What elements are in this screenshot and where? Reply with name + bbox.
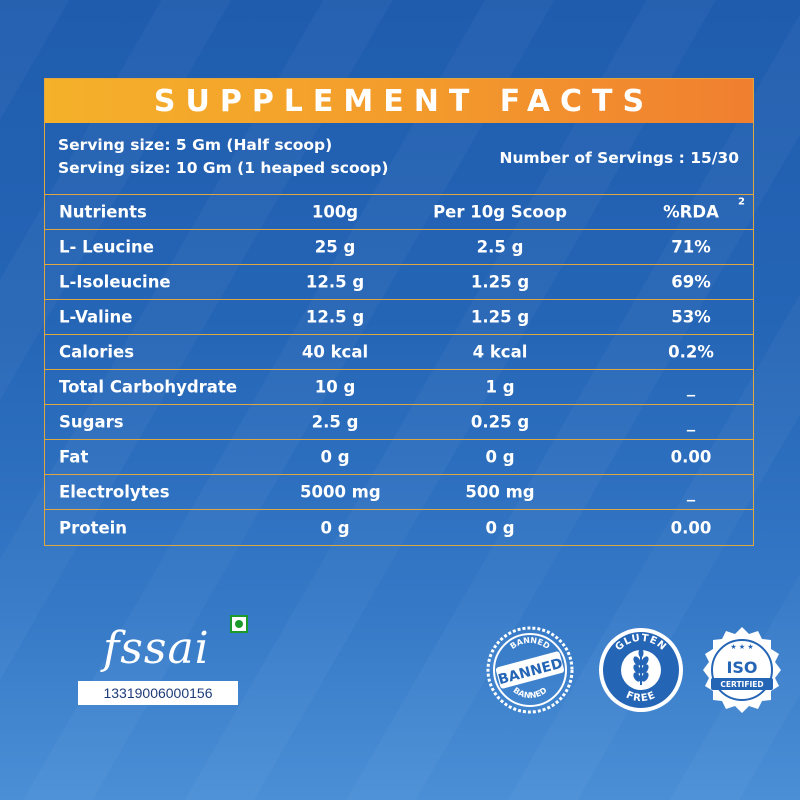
table-row: Fat 0 g 0 g 0.00 (45, 440, 753, 475)
header-rda-label: %RDA (663, 202, 719, 222)
value-100g: 40 kcal (301, 342, 369, 362)
table-row: Sugars 2.5 g 0.25 g _ (45, 405, 753, 440)
header-rda: %RDA 2 (655, 197, 745, 222)
header-per-scoop: Per 10g Scoop (433, 202, 567, 222)
serving-size-full: Serving size: 10 Gm (1 heaped scoop) (58, 159, 389, 177)
value-per-scoop: 1 g (485, 377, 515, 397)
free-text: FREE (624, 690, 657, 705)
value-rda: 71% (671, 237, 711, 257)
value-100g: 0 g (320, 518, 350, 537)
value-rda: 0.2% (668, 342, 714, 362)
value-per-scoop: 0 g (485, 447, 515, 467)
nutrient-name: Sugars (59, 412, 124, 432)
banned-top-text: BANNED (509, 636, 552, 651)
title-bar: SUPPLEMENT FACTS (45, 79, 753, 123)
value-rda: _ (686, 377, 696, 397)
table-header-row: Nutrients 100g Per 10g Scoop %RDA 2 (45, 195, 753, 230)
header-100g: 100g (311, 202, 359, 222)
value-rda: 53% (671, 307, 711, 327)
value-rda: 0.00 (670, 447, 712, 467)
nutrient-name: Total Carbohydrate (59, 377, 238, 397)
nutrient-name: Calories (59, 342, 135, 362)
banned-bottom-text: BANNED (511, 685, 548, 700)
value-per-scoop: 4 kcal (472, 342, 528, 362)
value-100g: 0 g (320, 447, 350, 467)
value-per-scoop: 1.25 g (470, 272, 530, 292)
fssai-license-number: 13319006000156 (78, 681, 238, 705)
nutrition-table: Nutrients 100g Per 10g Scoop %RDA 2 L- L… (45, 195, 753, 545)
stars-icon: ★ ★ ★ (730, 643, 753, 651)
table-row: Total Carbohydrate 10 g 1 g _ (45, 370, 753, 405)
fssai-wordmark: fssai (103, 623, 210, 674)
value-100g: 25 g (314, 237, 356, 257)
table-row: L-Isoleucine 12.5 g 1.25 g 69% (45, 265, 753, 300)
number-of-servings: Number of Servings : 15/30 (499, 149, 739, 167)
value-100g: 10 g (314, 377, 356, 397)
fssai-logo: fssai 13319006000156 (75, 615, 248, 710)
veg-symbol-icon (230, 615, 248, 633)
nutrient-name: L- Leucine (59, 237, 154, 257)
header-nutrients: Nutrients (59, 202, 147, 222)
supplement-facts-panel: SUPPLEMENT FACTS Serving size: 5 Gm (Hal… (44, 78, 754, 546)
value-rda: 69% (671, 272, 711, 292)
nutrient-name: Fat (59, 447, 89, 467)
gluten-free-icon: GLUTEN FREE (599, 628, 683, 712)
table-row: Protein 0 g 0 g 0.00 (45, 510, 753, 545)
value-per-scoop: 2.5 g (476, 237, 524, 257)
value-rda: _ (686, 412, 696, 432)
table-row: L- Leucine 25 g 2.5 g 71% (45, 230, 753, 265)
value-100g: 12.5 g (305, 272, 365, 292)
value-100g: 12.5 g (305, 307, 365, 327)
value-rda: _ (686, 482, 696, 502)
table-row: Calories 40 kcal 4 kcal 0.2% (45, 335, 753, 370)
table-row: Electrolytes 5000 mg 500 mg _ (45, 475, 753, 510)
nutrient-name: L-Valine (59, 307, 133, 327)
nutrient-name: Electrolytes (59, 482, 170, 502)
nutrient-name: Protein (59, 518, 128, 537)
value-100g: 2.5 g (311, 412, 359, 432)
table-row: L-Valine 12.5 g 1.25 g 53% (45, 300, 753, 335)
value-rda: 0.00 (670, 518, 712, 537)
value-per-scoop: 1.25 g (470, 307, 530, 327)
value-per-scoop: 0.25 g (470, 412, 530, 432)
value-per-scoop: 500 mg (465, 482, 535, 502)
rda-footnote-mark: 2 (738, 196, 745, 208)
serving-size-half: Serving size: 5 Gm (Half scoop) (58, 136, 333, 154)
iso-text: ISO (726, 658, 757, 677)
certified-text: CERTIFIED (720, 680, 763, 689)
wheat-icon (633, 648, 649, 685)
serving-info: Serving size: 5 Gm (Half scoop) Serving … (45, 123, 753, 195)
value-per-scoop: 0 g (485, 518, 515, 537)
iso-certified-icon: ★ ★ ★ ISO CERTIFIED (703, 627, 781, 713)
banned-stamp-icon: BANNED BANNED BANNED (486, 626, 574, 714)
nutrient-name: L-Isoleucine (59, 272, 171, 292)
value-100g: 5000 mg (300, 482, 381, 502)
panel-title: SUPPLEMENT FACTS (153, 83, 655, 119)
